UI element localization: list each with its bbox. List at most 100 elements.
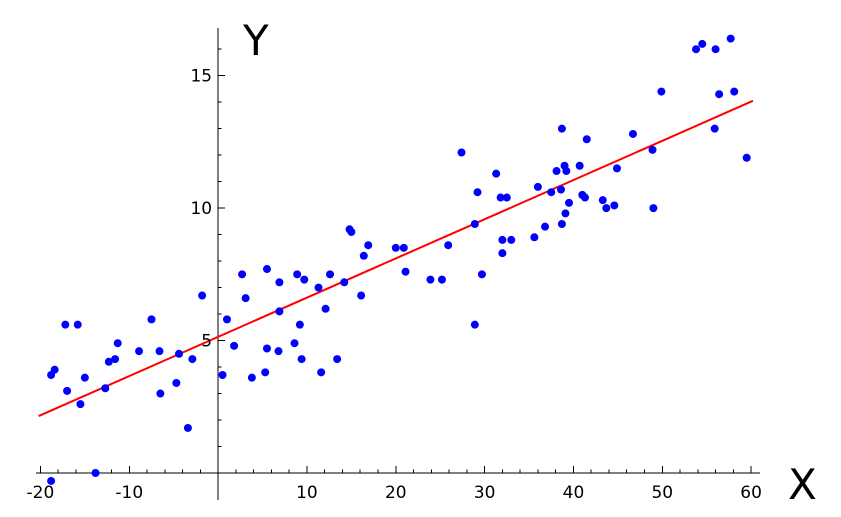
data-point — [47, 476, 56, 485]
data-point — [61, 320, 70, 329]
data-point — [76, 400, 85, 409]
x-tick-label: 20 — [385, 483, 407, 503]
data-point — [470, 220, 479, 229]
data-point — [359, 251, 368, 260]
data-point — [275, 278, 284, 287]
data-point — [477, 270, 486, 279]
data-point — [275, 307, 284, 316]
x-tick-label: 10 — [296, 483, 318, 503]
data-point — [91, 469, 100, 477]
data-point — [295, 320, 304, 329]
data-point — [357, 291, 366, 300]
data-points — [47, 34, 751, 485]
data-point — [730, 87, 739, 96]
data-point — [562, 167, 571, 176]
data-point — [498, 249, 507, 258]
data-point — [692, 45, 701, 54]
data-point — [188, 355, 197, 364]
trend-line-layer — [38, 99, 754, 417]
data-point — [326, 270, 335, 279]
data-point — [274, 347, 283, 356]
data-point — [426, 275, 435, 284]
data-point — [293, 270, 302, 279]
data-point — [222, 315, 231, 324]
data-point — [710, 124, 719, 133]
data-point — [580, 193, 589, 202]
data-point — [321, 304, 330, 313]
data-point — [333, 355, 342, 364]
data-point — [135, 347, 144, 356]
data-point — [399, 243, 408, 252]
data-point — [317, 368, 326, 377]
data-point — [172, 378, 181, 387]
data-point — [262, 344, 271, 353]
data-point — [444, 241, 453, 250]
data-point — [602, 204, 611, 213]
data-point — [628, 129, 637, 138]
data-point — [111, 355, 120, 364]
data-point — [340, 278, 349, 287]
data-point — [347, 227, 356, 236]
data-point — [314, 283, 323, 292]
x-tick-label: -10 — [115, 483, 143, 503]
data-point — [147, 315, 156, 324]
data-point — [496, 193, 505, 202]
data-point — [175, 349, 184, 358]
data-point — [557, 124, 566, 133]
data-point — [230, 341, 239, 350]
y-axis-title: Y — [242, 16, 269, 65]
data-point — [742, 153, 751, 162]
axis-tick-labels: -20 -10 10 20 30 40 50 60 5 10 15 — [27, 67, 762, 503]
data-point — [552, 167, 561, 176]
data-point — [711, 45, 720, 54]
data-point — [557, 220, 566, 229]
data-point — [470, 320, 479, 329]
data-point — [557, 185, 566, 194]
data-point — [507, 235, 516, 244]
data-point — [612, 164, 621, 173]
data-point — [290, 339, 299, 348]
data-point — [575, 161, 584, 170]
x-tick-label: 50 — [651, 483, 673, 503]
regression-line — [38, 99, 754, 417]
data-point — [561, 209, 570, 218]
data-point — [391, 243, 400, 252]
data-point — [247, 373, 256, 382]
data-point — [101, 384, 110, 393]
data-point — [498, 235, 507, 244]
data-point — [502, 193, 511, 202]
data-point — [261, 368, 270, 377]
y-tick-label: 5 — [201, 332, 212, 352]
x-axis-title: X — [788, 460, 817, 509]
data-point — [238, 270, 247, 279]
data-point — [610, 201, 619, 210]
data-point — [155, 347, 164, 356]
data-point — [262, 265, 271, 274]
data-point — [473, 188, 482, 197]
data-point — [649, 204, 658, 213]
data-point — [437, 275, 446, 284]
data-point — [492, 169, 501, 178]
data-point — [80, 373, 89, 382]
data-point — [156, 389, 165, 398]
data-point — [457, 148, 466, 157]
axis-ticks — [39, 48, 752, 473]
data-point — [63, 386, 72, 395]
data-point — [565, 198, 574, 207]
y-tick-label: 10 — [190, 199, 212, 219]
data-point — [241, 294, 250, 303]
data-point — [648, 145, 657, 154]
data-point — [547, 188, 556, 197]
data-point — [715, 90, 724, 99]
data-point — [364, 241, 373, 250]
y-tick-label: 15 — [190, 67, 212, 87]
data-point — [582, 135, 591, 144]
axes — [36, 28, 760, 500]
data-point — [50, 365, 59, 374]
data-point — [73, 320, 82, 329]
data-point — [726, 34, 735, 43]
data-point — [530, 233, 539, 242]
data-point — [183, 423, 192, 432]
data-point — [218, 370, 227, 379]
data-point — [541, 222, 550, 231]
